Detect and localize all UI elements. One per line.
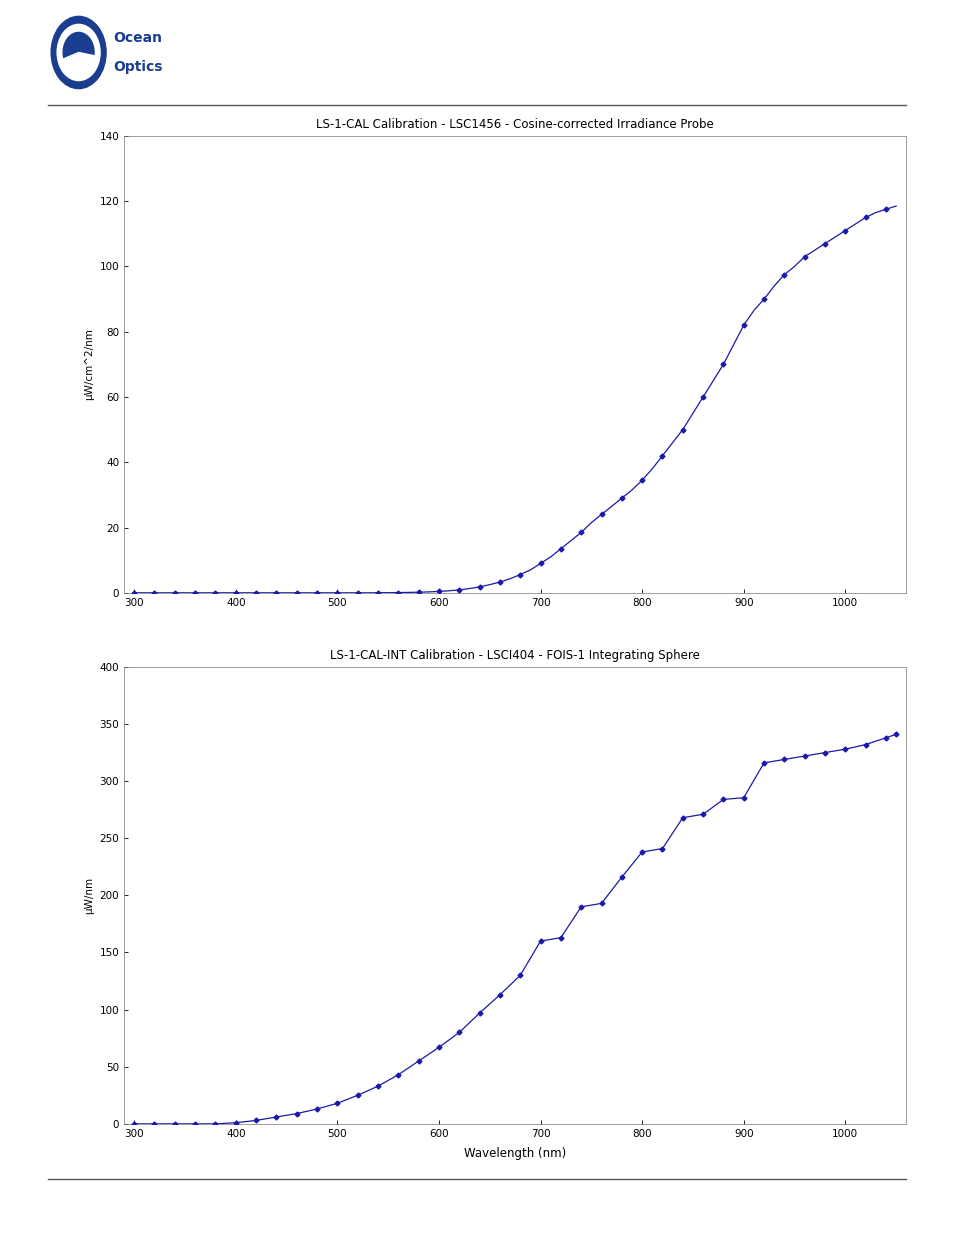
Ellipse shape: [57, 25, 100, 80]
Wedge shape: [59, 52, 99, 77]
Text: Ocean: Ocean: [112, 31, 162, 46]
Y-axis label: µW/nm: µW/nm: [84, 877, 93, 914]
Text: Optics: Optics: [112, 59, 162, 74]
X-axis label: Wavelength (nm): Wavelength (nm): [463, 1147, 566, 1160]
Ellipse shape: [51, 16, 106, 89]
Title: LS-1-CAL Calibration - LSC1456 - Cosine-corrected Irradiance Probe: LS-1-CAL Calibration - LSC1456 - Cosine-…: [316, 117, 713, 131]
Ellipse shape: [63, 32, 94, 73]
Y-axis label: µW/cm^2/nm: µW/cm^2/nm: [84, 329, 93, 400]
Title: LS-1-CAL-INT Calibration - LSCI404 - FOIS-1 Integrating Sphere: LS-1-CAL-INT Calibration - LSCI404 - FOI…: [330, 648, 700, 662]
